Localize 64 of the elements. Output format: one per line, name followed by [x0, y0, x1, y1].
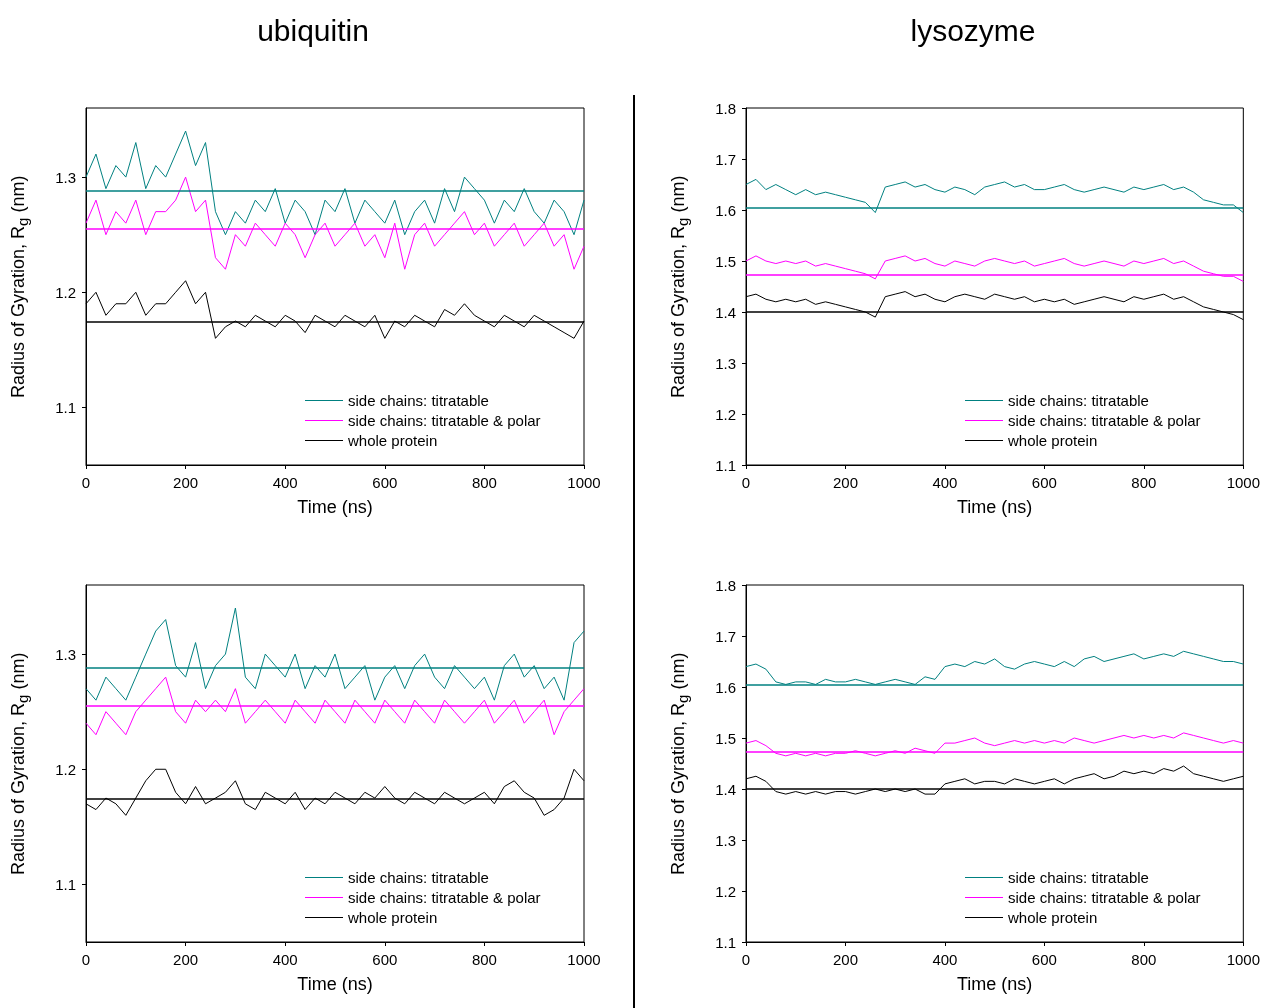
x-tick-label: 1000 — [1226, 951, 1260, 968]
legend-label: whole protein — [1007, 432, 1098, 449]
legend-label: side chains: titratable — [348, 392, 489, 409]
x-axis-title: Time (ns) — [956, 497, 1033, 517]
x-tick-label: 600 — [372, 474, 398, 491]
y-tick-label: 1.1 — [715, 456, 736, 474]
y-tick-label: 1.3 — [55, 645, 76, 663]
x-tick-label: 0 — [741, 951, 751, 968]
y-tick-label: 1.2 — [715, 405, 736, 423]
x-tick-label: 1000 — [567, 474, 601, 491]
y-tick-label: 1.1 — [55, 398, 76, 416]
x-axis-title: Time (ns) — [297, 974, 373, 994]
legend-label: whole protein — [347, 909, 438, 926]
y-tick-label: 1.1 — [55, 875, 76, 893]
y-tick-label: 1.7 — [715, 150, 736, 168]
x-axis-title: Time (ns) — [297, 497, 373, 517]
y-tick-label: 1.8 — [715, 576, 736, 594]
x-tick-label: 1000 — [1226, 474, 1260, 491]
legend-label: side chains: titratable & polar — [348, 889, 541, 906]
x-tick-label: 0 — [81, 951, 91, 968]
x-tick-label: 200 — [832, 474, 858, 491]
x-tick-label: 800 — [471, 951, 497, 968]
x-tick-label: 400 — [272, 951, 298, 968]
y-tick-label: 1.3 — [55, 168, 76, 186]
y-tick-label: 1.5 — [715, 729, 736, 747]
y-tick-label: 1.3 — [715, 831, 736, 849]
y-tick-label: 1.2 — [55, 760, 76, 778]
x-tick-label: 800 — [1131, 474, 1157, 491]
x-tick-label: 600 — [372, 951, 398, 968]
y-tick-label: 1.6 — [715, 201, 736, 219]
y-tick-label: 1.4 — [715, 303, 736, 321]
x-tick-label: 200 — [832, 951, 858, 968]
chart-title: ubiquitin — [257, 13, 369, 47]
y-tick-label: 1.7 — [715, 627, 736, 645]
legend-label: side chains: titratable & polar — [1008, 889, 1201, 906]
y-tick-label: 1.1 — [715, 933, 736, 951]
y-tick-label: 1.4 — [715, 780, 736, 798]
x-tick-label: 200 — [173, 951, 199, 968]
legend-label: side chains: titratable — [1008, 392, 1149, 409]
chart-title: lysozyme — [910, 13, 1036, 47]
x-tick-label: 800 — [1131, 951, 1157, 968]
x-tick-label: 0 — [81, 474, 91, 491]
x-tick-label: 800 — [471, 474, 497, 491]
x-tick-label: 400 — [932, 951, 958, 968]
x-tick-label: 600 — [1031, 474, 1057, 491]
legend-label: whole protein — [347, 432, 438, 449]
y-tick-label: 1.5 — [715, 252, 736, 270]
x-tick-label: 0 — [741, 474, 751, 491]
x-tick-label: 600 — [1031, 951, 1057, 968]
x-tick-label: 1000 — [567, 951, 601, 968]
legend-label: side chains: titratable & polar — [1008, 412, 1201, 429]
x-tick-label: 400 — [272, 474, 298, 491]
y-tick-label: 1.3 — [715, 354, 736, 372]
legend-label: whole protein — [1007, 909, 1098, 926]
x-axis-title: Time (ns) — [956, 974, 1033, 994]
legend-label: side chains: titratable — [348, 869, 489, 886]
y-tick-label: 1.2 — [715, 882, 736, 900]
y-tick-label: 1.8 — [715, 99, 736, 117]
x-tick-label: 400 — [932, 474, 958, 491]
y-tick-label: 1.6 — [715, 678, 736, 696]
legend-label: side chains: titratable — [1008, 869, 1149, 886]
x-tick-label: 200 — [173, 474, 199, 491]
legend-label: side chains: titratable & polar — [348, 412, 541, 429]
y-tick-label: 1.2 — [55, 283, 76, 301]
